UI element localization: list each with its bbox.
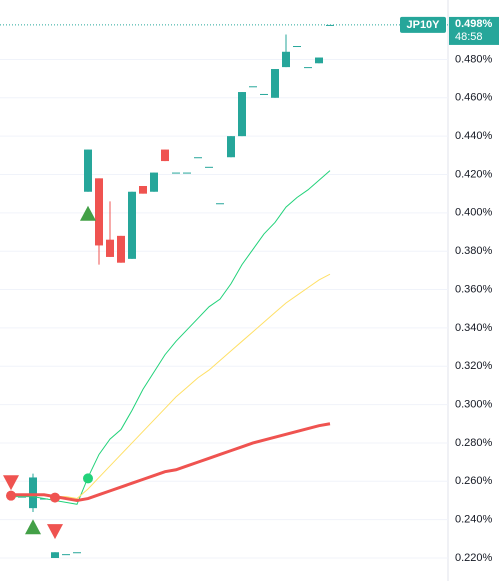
- y-tick-label: 0.440%: [455, 130, 493, 142]
- candle-body: [139, 185, 147, 194]
- candle-body: [315, 57, 323, 64]
- moving-average-line: [11, 170, 331, 505]
- y-tick-label: 0.280%: [455, 437, 493, 449]
- candle-body: [183, 172, 191, 174]
- symbol-badge: [400, 16, 446, 33]
- last-price-label: 0.498%: [455, 18, 493, 30]
- signal-down: [47, 524, 63, 540]
- candle-body: [95, 178, 103, 246]
- candle-body: [249, 86, 257, 88]
- candle-body: [282, 51, 290, 68]
- y-tick-label: 0.340%: [455, 322, 493, 334]
- signal-up: [25, 519, 41, 535]
- candle-body: [260, 93, 268, 95]
- candle-body: [293, 46, 301, 48]
- y-tick-label: 0.360%: [455, 283, 493, 295]
- signal-down: [3, 475, 19, 491]
- price-badge: [449, 16, 499, 45]
- candle-body: [51, 552, 59, 558]
- signal-dot: [83, 473, 93, 484]
- candle-body: [161, 149, 169, 162]
- candle-body: [271, 69, 279, 98]
- candle-body: [73, 552, 81, 554]
- candle-body: [62, 554, 70, 556]
- signal-dot: [6, 490, 16, 501]
- y-tick-label: 0.320%: [455, 360, 493, 372]
- candle-body: [205, 166, 213, 168]
- signal-up: [80, 205, 96, 221]
- symbol-label: JP10Y: [406, 19, 440, 31]
- candle-body: [128, 191, 136, 259]
- y-tick-label: 0.260%: [455, 475, 493, 487]
- moving-average-line: [11, 422, 331, 502]
- candle-body: [194, 157, 202, 159]
- candle-body: [238, 92, 246, 137]
- candle-body: [172, 172, 180, 174]
- y-tick-label: 0.460%: [455, 92, 493, 104]
- candle-body: [216, 203, 224, 205]
- countdown-label: 48:58: [455, 31, 483, 43]
- candle-body: [117, 235, 125, 263]
- signal-dot: [50, 492, 60, 503]
- moving-average-line: [11, 273, 331, 500]
- y-tick-label: 0.420%: [455, 168, 493, 180]
- y-tick-label: 0.480%: [455, 53, 493, 65]
- y-tick-label: 0.400%: [455, 207, 493, 219]
- y-tick-label: 0.380%: [455, 245, 493, 257]
- y-tick-label: 0.240%: [455, 514, 493, 526]
- y-tick-label: 0.220%: [455, 552, 493, 564]
- candle-body: [150, 172, 158, 192]
- candle-body: [29, 477, 37, 509]
- candle-body: [227, 136, 235, 158]
- candle-body: [304, 67, 312, 69]
- candle-body: [84, 149, 92, 192]
- candle-body: [106, 239, 114, 257]
- y-tick-label: 0.300%: [455, 398, 493, 410]
